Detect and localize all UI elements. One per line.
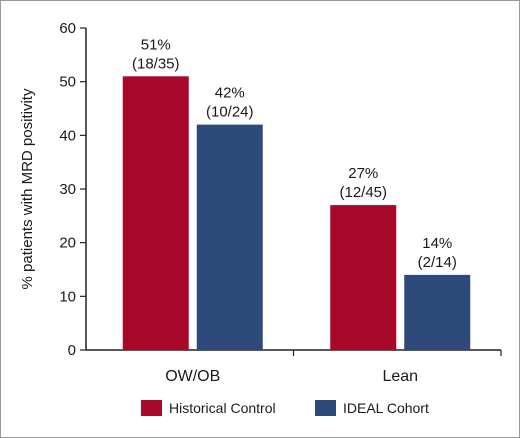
- legend-label: Historical Control: [169, 400, 276, 416]
- y-tick-label: 50: [59, 74, 76, 91]
- data-label-fraction: (18/35): [132, 55, 180, 72]
- data-label-percent: 27%: [348, 165, 378, 182]
- axes: 0 10 20 30 40 50 60 OW/OB Lean: [59, 20, 502, 385]
- data-label-percent: 42%: [215, 85, 245, 102]
- x-tick-label: Lean: [382, 368, 418, 385]
- data-label-fraction: (2/14): [418, 254, 457, 271]
- data-label-fraction: (10/24): [206, 104, 254, 121]
- y-tick-label: 30: [59, 181, 76, 198]
- bars: (18/35) 51% (10/24) 42% (12/45) 27% (2/14) 14%: [122, 36, 471, 351]
- bar: [330, 205, 397, 350]
- data-label-percent: 51%: [141, 36, 171, 53]
- legend: Historical Control IDEAL Cohort: [141, 400, 429, 416]
- data-label-percent: 14%: [422, 235, 452, 252]
- y-tick-label: 40: [59, 127, 76, 144]
- bar: [404, 274, 471, 350]
- y-axis-label: % patients with MRD positivity: [19, 88, 36, 289]
- y-tick-label: 0: [68, 342, 76, 359]
- x-tick-label: OW/OB: [165, 368, 220, 385]
- y-tick-label: 20: [59, 235, 76, 252]
- bar: [122, 76, 189, 351]
- y-tick-label: 10: [59, 288, 76, 305]
- legend-label: IDEAL Cohort: [343, 400, 429, 416]
- legend-swatch: [315, 400, 336, 416]
- y-tick-label: 60: [59, 20, 76, 37]
- bar: [196, 124, 263, 350]
- data-label-fraction: (12/45): [339, 184, 387, 201]
- legend-swatch: [141, 400, 162, 416]
